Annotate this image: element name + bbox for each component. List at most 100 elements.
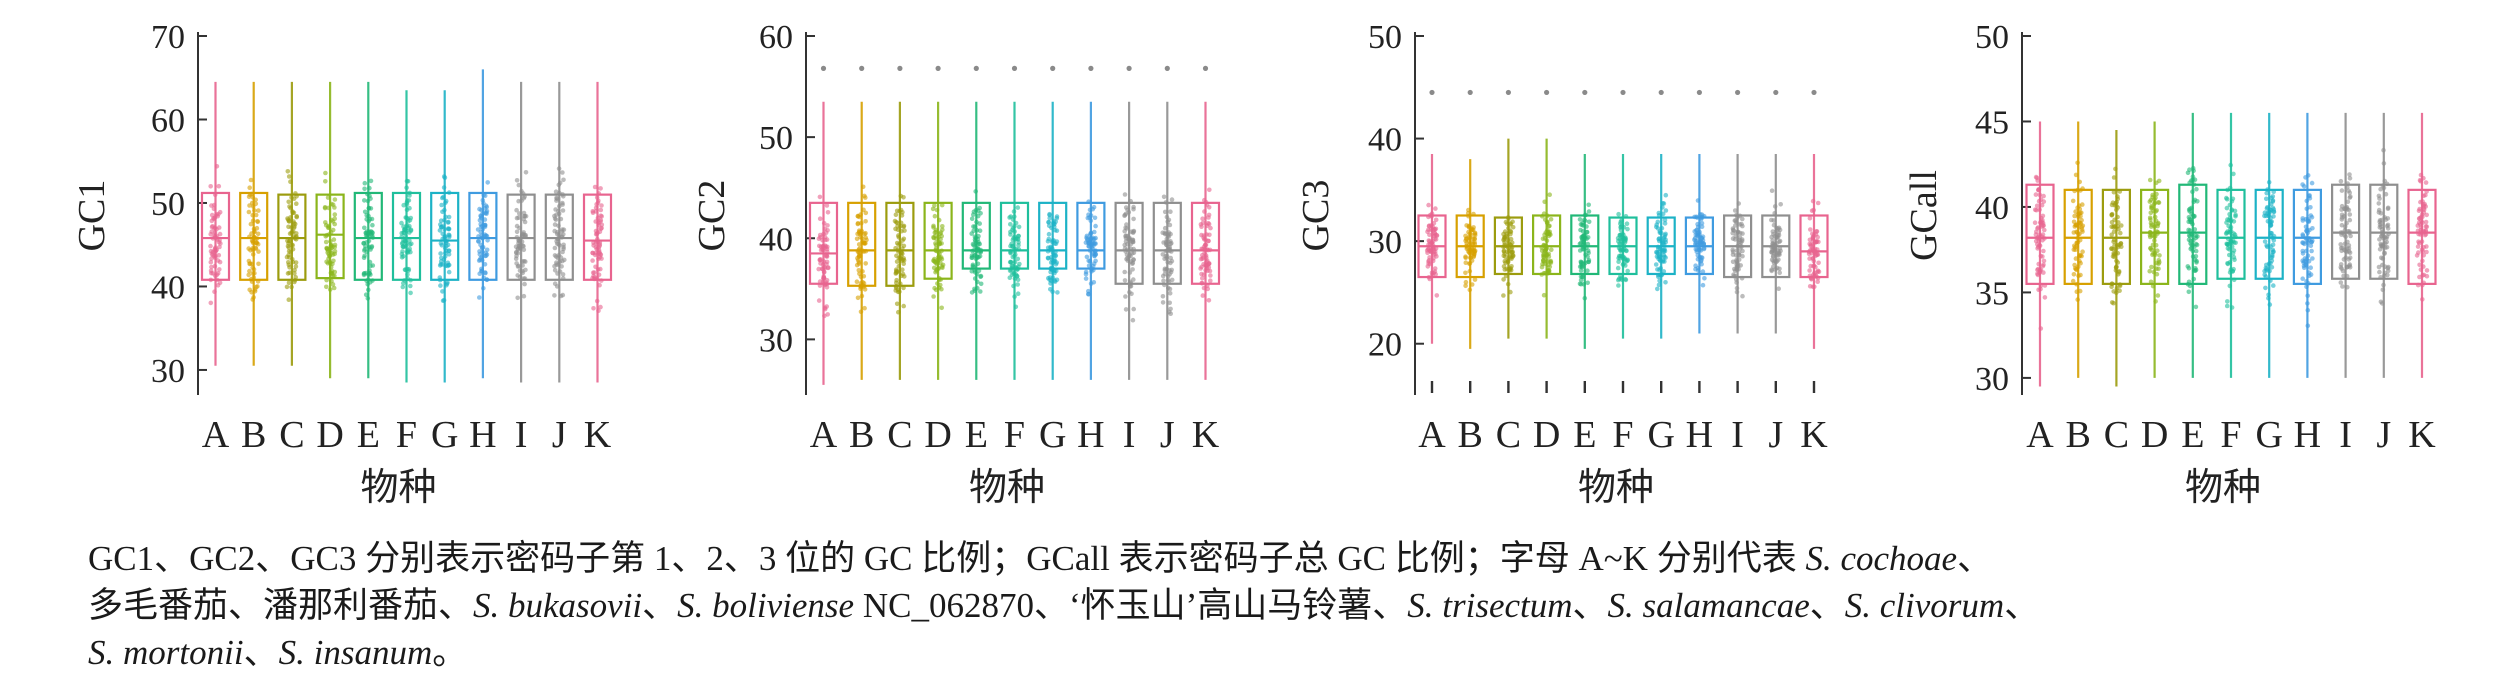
data-point — [362, 225, 367, 231]
data-point — [1086, 212, 1091, 217]
data-point — [1736, 252, 1742, 258]
data-point — [1655, 267, 1660, 272]
data-point — [332, 212, 338, 217]
data-point — [2415, 244, 2421, 249]
data-point — [1807, 284, 1813, 289]
data-point — [858, 212, 863, 217]
data-point — [366, 218, 372, 224]
data-point — [1208, 278, 1213, 284]
data-point — [899, 273, 904, 279]
data-point — [2267, 207, 2273, 213]
data-point — [1618, 219, 1624, 224]
data-point — [2300, 276, 2305, 282]
data-point — [932, 230, 938, 235]
data-point — [2262, 272, 2267, 278]
data-point — [210, 224, 215, 229]
data-point — [561, 227, 567, 232]
outlier-point — [1429, 89, 1435, 96]
data-point — [1578, 281, 1584, 287]
data-point — [1017, 261, 1022, 267]
data-point — [2113, 166, 2118, 172]
data-point — [2417, 206, 2422, 212]
data-point — [2038, 326, 2044, 331]
data-point — [440, 289, 445, 294]
data-point — [2310, 238, 2315, 244]
data-point — [437, 228, 443, 233]
data-point — [250, 213, 255, 218]
box-D: D — [2140, 121, 2170, 456]
data-point — [1655, 226, 1661, 231]
data-point — [2072, 244, 2078, 250]
data-point — [208, 232, 213, 237]
data-point — [900, 267, 905, 273]
data-point — [1578, 277, 1584, 283]
box-F: F — [391, 90, 422, 456]
data-point — [2267, 302, 2273, 307]
outlier-point — [1011, 65, 1018, 71]
data-point — [209, 203, 214, 208]
data-point — [1048, 278, 1054, 284]
data-point — [1774, 258, 1780, 264]
box-body — [2254, 188, 2284, 280]
outlier-point — [1735, 89, 1741, 96]
data-point — [286, 174, 292, 179]
data-point — [2032, 220, 2038, 225]
data-point — [1501, 293, 1506, 298]
data-point — [897, 289, 902, 295]
data-point — [363, 292, 369, 298]
data-point — [2109, 246, 2114, 251]
data-point — [1165, 273, 1171, 279]
data-point — [1695, 252, 1701, 258]
caption-species-name: S. cochoae — [1805, 539, 1958, 578]
x-tick-label: I — [1731, 414, 1744, 456]
data-point — [367, 259, 373, 265]
data-point — [2111, 239, 2116, 245]
data-point — [1047, 212, 1052, 218]
data-point — [2113, 268, 2119, 273]
data-point — [367, 185, 372, 191]
data-point — [2377, 237, 2382, 242]
data-point — [485, 180, 491, 185]
data-point — [1582, 295, 1588, 301]
data-point — [553, 189, 559, 194]
data-point — [1814, 229, 1820, 234]
data-point — [896, 309, 901, 315]
data-point — [1777, 270, 1782, 276]
data-point — [1052, 258, 1057, 264]
data-point — [2271, 207, 2277, 212]
data-point — [291, 219, 296, 224]
box-B: B — [1455, 89, 1485, 456]
data-point — [1166, 232, 1171, 237]
x-tick-label: E — [357, 414, 380, 456]
data-point — [971, 224, 976, 229]
data-point — [2385, 205, 2391, 211]
data-point — [1506, 267, 1512, 272]
data-point — [2115, 194, 2120, 199]
data-point — [2038, 286, 2043, 292]
data-point — [285, 169, 291, 174]
data-point — [482, 262, 488, 267]
data-point — [596, 250, 602, 256]
data-point — [2193, 266, 2198, 271]
box-body — [847, 201, 877, 287]
data-point — [935, 265, 941, 271]
data-point — [2080, 229, 2085, 234]
data-point — [323, 239, 329, 245]
data-point — [1168, 306, 1173, 312]
box-H: H — [468, 69, 498, 456]
data-point — [1738, 263, 1743, 268]
outlier-point — [1658, 89, 1664, 96]
data-point — [1428, 247, 1434, 252]
data-point — [2038, 253, 2044, 259]
outlier-point — [1773, 89, 1779, 96]
data-point — [365, 281, 371, 287]
data-point — [1697, 229, 1702, 235]
data-point — [2072, 224, 2078, 229]
data-point — [1208, 225, 1213, 231]
data-point — [598, 186, 603, 191]
chart-panel-gc3: 20 30 40 50 GC3 A B C D E F G H I J K 物种 — [1295, 19, 1829, 509]
data-point — [2039, 202, 2045, 208]
data-point — [1509, 256, 1514, 262]
data-point — [1167, 222, 1173, 228]
box-J: J — [544, 81, 574, 456]
